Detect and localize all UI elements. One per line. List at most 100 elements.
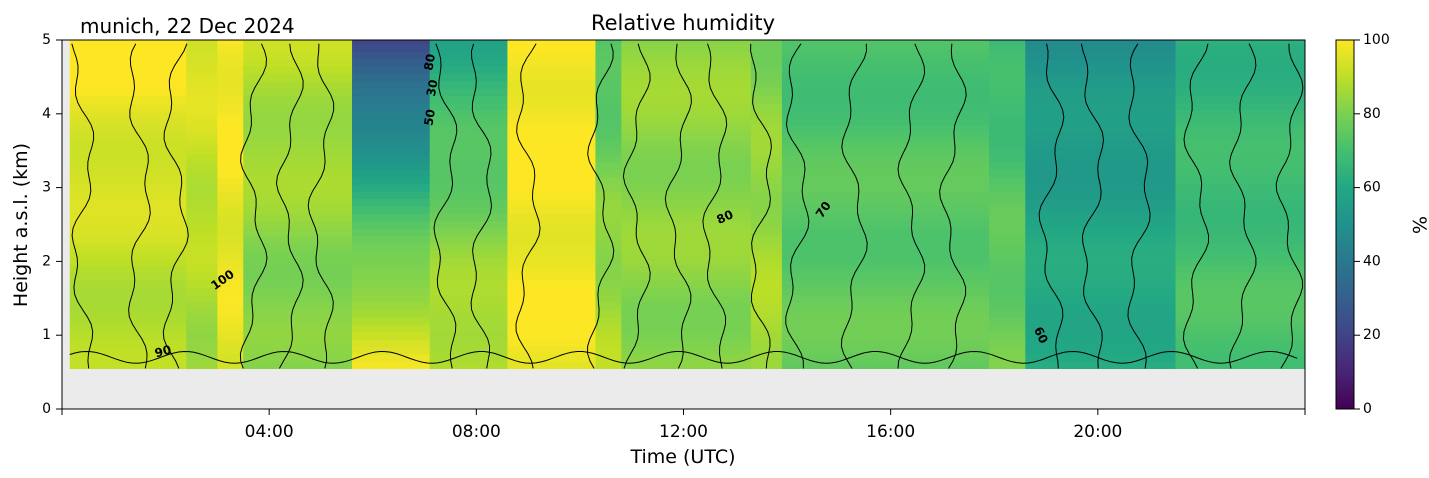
humidity-cell <box>186 206 218 215</box>
humidity-cell <box>750 117 783 126</box>
humidity-cell <box>243 87 353 96</box>
humidity-cell <box>1175 287 1305 296</box>
humidity-cell <box>595 242 622 251</box>
humidity-cell <box>429 220 509 229</box>
humidity-cell <box>750 265 783 274</box>
humidity-cell <box>621 331 752 340</box>
colorbar-gradient <box>1335 39 1355 410</box>
humidity-cell <box>750 213 783 222</box>
humidity-field <box>69 40 1305 370</box>
colorbar-label: % <box>1408 216 1429 234</box>
humidity-cell <box>781 213 990 222</box>
humidity-cell <box>507 117 597 126</box>
humidity-cell <box>186 58 218 67</box>
humidity-cell <box>1175 40 1305 45</box>
humidity-cell <box>217 183 244 192</box>
humidity-cell <box>243 279 353 288</box>
humidity-cell <box>352 213 431 222</box>
humidity-cell <box>595 191 622 200</box>
humidity-cell <box>781 87 990 96</box>
humidity-cell <box>621 124 752 133</box>
humidity-cell <box>989 228 1026 237</box>
humidity-cell <box>1025 117 1177 126</box>
humidity-cell <box>243 316 353 325</box>
humidity-cell <box>781 279 990 288</box>
humidity-cell <box>621 213 752 222</box>
humidity-cell <box>352 228 431 237</box>
humidity-cell <box>1025 73 1177 82</box>
humidity-cell <box>186 95 218 104</box>
humidity-cell <box>621 73 752 82</box>
humidity-cell <box>750 110 783 119</box>
humidity-cell <box>429 250 509 259</box>
humidity-cell <box>69 213 187 222</box>
humidity-cell <box>750 87 783 96</box>
humidity-cell <box>352 257 431 266</box>
humidity-cell <box>750 80 783 89</box>
humidity-cell <box>217 124 244 133</box>
humidity-cell <box>186 87 218 96</box>
humidity-cell <box>989 40 1026 45</box>
humidity-cell <box>1025 161 1177 170</box>
humidity-cell <box>1175 87 1305 96</box>
humidity-cell <box>989 176 1026 185</box>
humidity-cell <box>1175 161 1305 170</box>
humidity-cell <box>595 257 622 266</box>
contour-line <box>702 43 728 369</box>
humidity-cell <box>243 40 353 45</box>
humidity-cell <box>217 250 244 259</box>
humidity-cell <box>1025 87 1177 96</box>
humidity-cell <box>217 309 244 318</box>
humidity-cell <box>243 169 353 178</box>
humidity-cell <box>352 198 431 207</box>
humidity-cell <box>429 154 509 163</box>
contour-line <box>239 43 268 369</box>
humidity-cell <box>750 154 783 163</box>
y-tick-label: 2 <box>42 253 51 269</box>
humidity-cell <box>1175 169 1305 178</box>
humidity-cell <box>429 324 509 333</box>
humidity-cell <box>1025 51 1177 60</box>
humidity-cell <box>186 324 218 333</box>
humidity-cell <box>69 147 187 155</box>
humidity-cell <box>69 191 187 200</box>
humidity-cell <box>186 309 218 318</box>
humidity-cell <box>217 154 244 163</box>
humidity-cell <box>1025 294 1177 303</box>
contour-line <box>515 43 541 369</box>
humidity-cell <box>186 353 218 362</box>
humidity-cell <box>781 324 990 333</box>
humidity-cell <box>352 183 431 192</box>
humidity-cell <box>352 250 431 259</box>
contour-line <box>1127 43 1151 369</box>
humidity-cell <box>352 353 431 362</box>
humidity-cell <box>1175 95 1305 104</box>
humidity-cell <box>1175 324 1305 333</box>
humidity-cell <box>621 206 752 215</box>
contour-line <box>1038 43 1065 369</box>
humidity-cell <box>507 265 597 274</box>
contour-lines <box>69 43 1304 369</box>
humidity-cell <box>1025 58 1177 67</box>
humidity-cell <box>186 176 218 185</box>
humidity-cell <box>352 235 431 244</box>
humidity-cell <box>69 324 187 333</box>
humidity-cell <box>989 287 1026 296</box>
humidity-cell <box>69 51 187 60</box>
humidity-cell <box>621 147 752 155</box>
humidity-cell <box>1025 139 1177 148</box>
humidity-cell <box>989 331 1026 340</box>
humidity-cell <box>621 316 752 325</box>
humidity-cell <box>621 139 752 148</box>
humidity-cell <box>1175 257 1305 266</box>
humidity-cell <box>621 110 752 119</box>
humidity-cell <box>186 169 218 178</box>
humidity-cell <box>507 287 597 296</box>
humidity-cell <box>217 213 244 222</box>
humidity-cell <box>507 316 597 325</box>
humidity-cell <box>69 124 187 133</box>
contour-label: 50 <box>421 108 438 127</box>
humidity-cell <box>429 316 509 325</box>
humidity-cell <box>69 228 187 237</box>
humidity-cell <box>69 294 187 303</box>
